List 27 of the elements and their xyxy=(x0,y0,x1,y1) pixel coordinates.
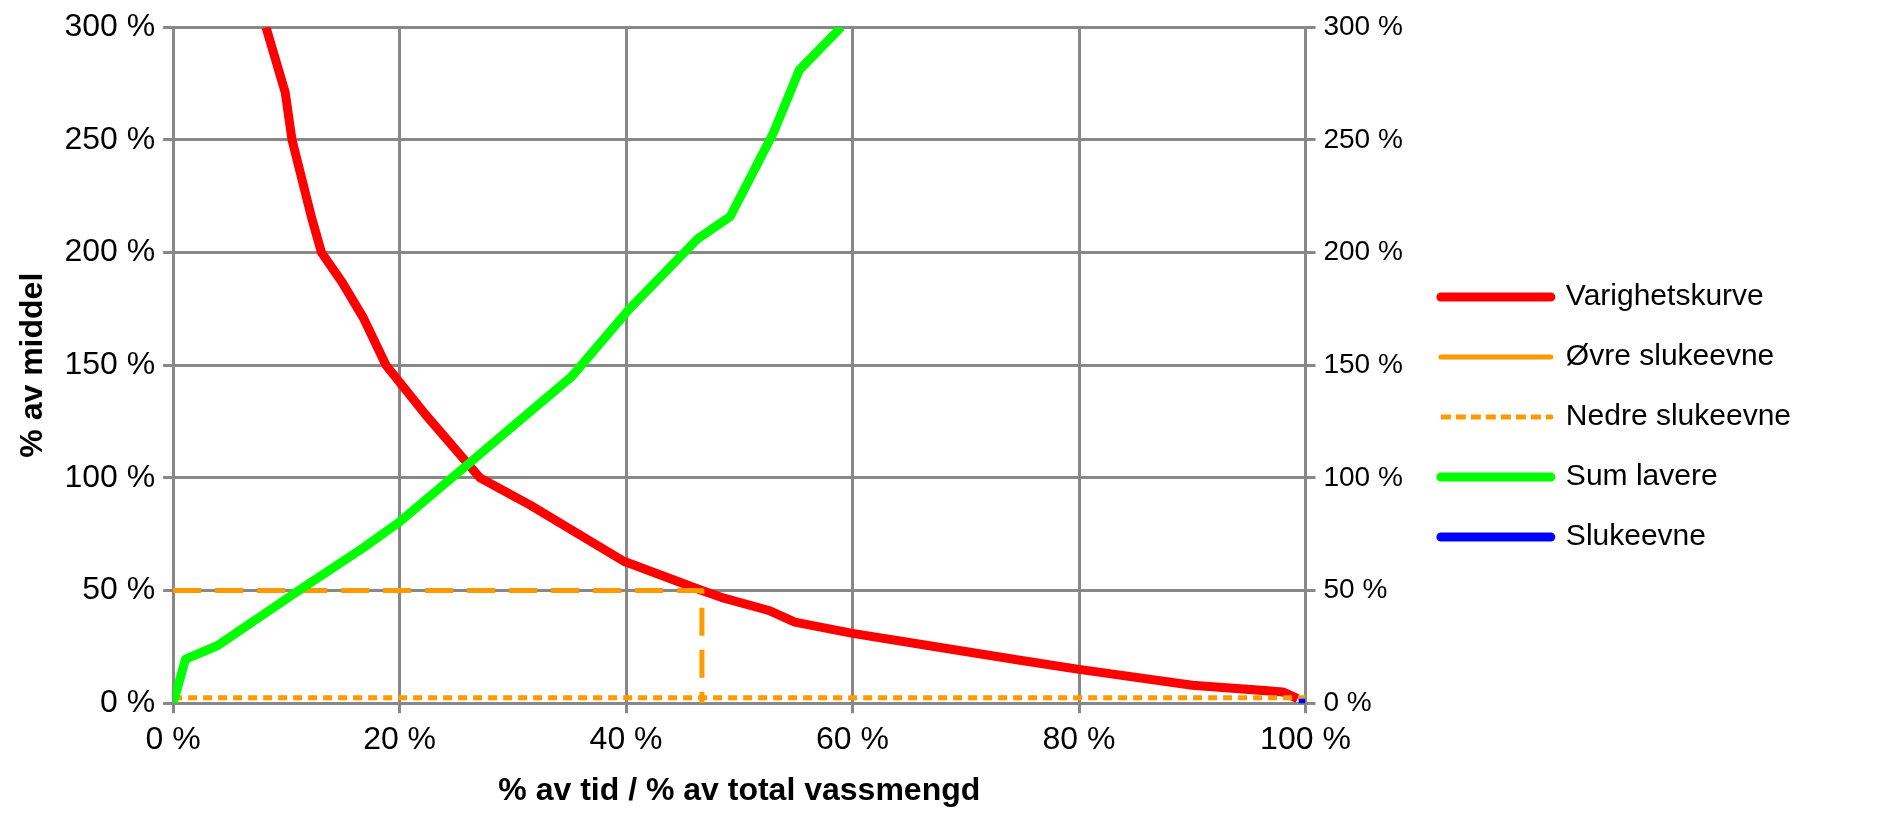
y-tick-label: 200 % xyxy=(64,232,156,269)
x-axis-title: % av tid / % av total vassmengd xyxy=(498,770,981,807)
y2-tick-label: 200 % xyxy=(1323,235,1403,267)
legend-label: Nedre slukeevne xyxy=(1565,398,1792,432)
y-tick-label: 0 % xyxy=(99,683,156,720)
legend-label: Slukeevne xyxy=(1565,518,1706,552)
y-tick-label: 50 % xyxy=(82,570,156,607)
x-tick-label: 20 % xyxy=(363,720,437,757)
y2-tick-label: 100 % xyxy=(1323,460,1403,492)
y-tick-label: 150 % xyxy=(64,345,156,382)
x-tick-label: 40 % xyxy=(589,720,663,757)
legend-label: Øvre slukeevne xyxy=(1565,338,1775,372)
x-tick-label: 60 % xyxy=(816,720,890,757)
x-tick-label: 0 % xyxy=(145,720,201,757)
legend-label: Varighetskurve xyxy=(1565,278,1764,312)
x-tick-label: 80 % xyxy=(1042,720,1116,757)
y2-tick-label: 300 % xyxy=(1323,9,1403,41)
y-axis-title: % av middel xyxy=(13,272,50,458)
y-tick-label: 100 % xyxy=(64,457,156,494)
y2-tick-label: 50 % xyxy=(1323,573,1388,605)
y2-tick-label: 0 % xyxy=(1323,685,1372,717)
y2-tick-label: 250 % xyxy=(1323,122,1403,154)
x-tick-label: 100 % xyxy=(1260,720,1351,757)
y2-tick-label: 150 % xyxy=(1323,347,1403,379)
legend-label: Sum lavere xyxy=(1565,458,1718,492)
y-tick-label: 300 % xyxy=(64,7,156,44)
y-tick-label: 250 % xyxy=(64,119,156,156)
